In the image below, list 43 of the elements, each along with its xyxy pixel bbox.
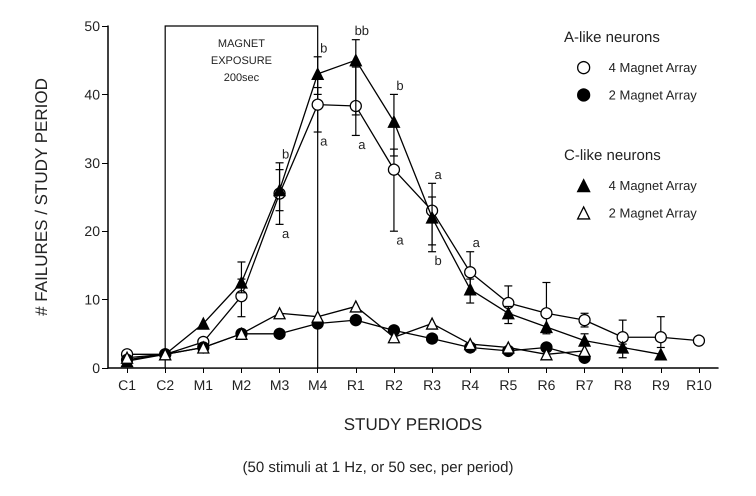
annotation: a (282, 226, 290, 241)
text: (50 stimuli at 1 Hz, or 50 sec, per period) (242, 459, 514, 476)
annotation: a (396, 232, 404, 248)
y-tick-label: 40 (84, 86, 100, 102)
x-tick-label: R2 (384, 377, 404, 393)
x-tick-label: M2 (232, 377, 252, 393)
y-axis-title: # FAILURES / STUDY PERIOD (32, 78, 51, 316)
annotation: b (434, 253, 442, 268)
text: C-like neurons (564, 147, 661, 164)
annotation: b (396, 78, 404, 93)
y-tick-label: 30 (84, 154, 100, 171)
y-tick-label: 50 (84, 18, 100, 34)
x-tick-label: R3 (423, 377, 442, 393)
x-tick-label: R1 (346, 377, 365, 393)
x-tick-label: R8 (614, 377, 632, 393)
x-tick-label: M3 (270, 377, 290, 393)
legend-label: 4 Magnet Array (608, 60, 698, 76)
y-tick-label: 10 (84, 292, 100, 308)
x-tick-label: R9 (652, 377, 670, 393)
x-tick-label: R7 (576, 377, 594, 393)
x-tick-label: C2 (156, 377, 174, 393)
annotation: a (472, 235, 481, 250)
x-tick-label: M4 (308, 377, 328, 393)
annotation: a (358, 136, 366, 152)
x-axis-title: STUDY PERIODS (344, 415, 482, 434)
text: A-like neurons (564, 29, 660, 46)
x-tick-label: R10 (686, 377, 712, 393)
annotation: b (320, 40, 328, 56)
y-tick-label: 0 (92, 360, 100, 376)
legend-label: 2 Magnet Array (608, 87, 698, 102)
legend-label: 2 Magnet Array (608, 205, 698, 220)
x-tick-label: C1 (118, 377, 136, 393)
x-tick-label: R6 (537, 377, 556, 393)
band-label: MAGNET EXPOSURE 200sec (210, 38, 272, 84)
annotation: bb (354, 23, 370, 38)
x-tick-label: R5 (499, 377, 518, 393)
annotation: b (282, 146, 290, 162)
x-tick-label: R4 (461, 377, 480, 393)
y-tick-label: 20 (84, 223, 100, 240)
legend-label: 4 Magnet Array (608, 178, 698, 194)
x-tick-label: M1 (194, 377, 214, 393)
annotation: a (434, 166, 442, 182)
annotation: a (320, 134, 328, 149)
